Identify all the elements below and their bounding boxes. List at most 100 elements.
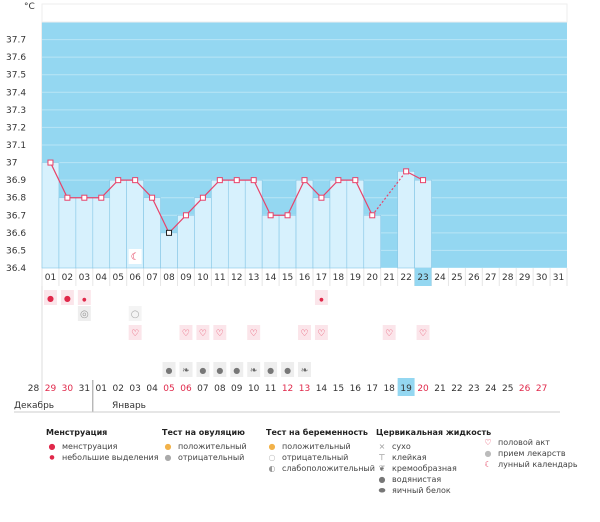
temp-point — [132, 177, 139, 184]
calendar-date-label: 25 — [502, 384, 513, 394]
creamy-icon-cell — [247, 362, 261, 377]
heart-icon-cell — [247, 325, 261, 340]
temp-line-segment — [371, 170, 407, 216]
heart-icon: ♡ — [131, 329, 139, 339]
calendar-date-label: 07 — [197, 384, 208, 394]
creamy-icon: ❦ — [378, 464, 386, 473]
temp-bar — [363, 214, 382, 269]
legend-ovulation: Тест на овуляцию ● положительный ● отрицат… — [162, 428, 247, 463]
calendar-date-label: 09 — [231, 384, 243, 394]
ovulation-positive-icon: ● — [164, 442, 172, 451]
calendar-date-label: 30 — [62, 384, 74, 394]
calendar-date-label: 14 — [316, 384, 328, 394]
temp-line-segment — [253, 179, 272, 216]
calendar-date-label: 29 — [45, 384, 57, 394]
cycle-day-label: 05 — [112, 273, 123, 283]
temp-point — [369, 212, 376, 219]
cycle-day-label: 30 — [536, 273, 548, 283]
plot-top-band — [41, 3, 568, 23]
temp-point — [318, 194, 325, 201]
y-tick-label: 37.6 — [6, 53, 26, 63]
drop-icon: ● — [49, 454, 55, 461]
calendar-date-label: 13 — [299, 384, 310, 394]
heart-icon: ♡ — [199, 329, 207, 339]
fluid-icon: ● — [216, 366, 223, 375]
legend-item: водянистая — [392, 475, 442, 484]
calendar-date-label: 03 — [129, 384, 140, 394]
temp-line-segment — [151, 197, 170, 234]
temp-point — [352, 177, 359, 184]
heart-icon: ♡ — [300, 329, 308, 339]
calendar-date-label: 17 — [367, 384, 378, 394]
cycle-day-label: 02 — [62, 273, 73, 283]
calendar-date-label: 31 — [79, 384, 90, 394]
legend-title: Тест на овуляцию — [162, 428, 245, 437]
heart-icon: ♡ — [216, 329, 224, 339]
y-tick-label: 36.9 — [6, 176, 26, 186]
cycle-day-label: 19 — [350, 273, 362, 283]
calendar-date-label: 22 — [451, 384, 462, 394]
light-discharge-icon: ● — [82, 297, 87, 303]
heart-icon-cell — [213, 325, 227, 340]
cycle-day-label: 16 — [299, 273, 311, 283]
menstruation-icon: ● — [47, 294, 54, 303]
y-tick-label: 36.6 — [6, 229, 26, 239]
y-tick-label: 37.5 — [6, 71, 26, 81]
cycle-day-label: 14 — [265, 273, 277, 283]
fluid-icon: ● — [166, 366, 173, 375]
calendar-date-label: 19 — [400, 384, 412, 394]
menstruation-icon-cell — [60, 290, 74, 305]
legend-title: Цервикальная жидкость — [376, 428, 492, 437]
moon-icon-cell — [128, 249, 142, 264]
sticky-icon: ⊤ — [378, 453, 386, 462]
temp-point — [233, 177, 240, 184]
current-date-highlight — [397, 378, 415, 396]
temp-point — [81, 194, 88, 201]
y-tick-label: 37.3 — [6, 106, 26, 116]
temp-point — [301, 177, 308, 184]
light-discharge-icon: ● — [319, 297, 324, 303]
heart-icon-cell — [179, 325, 193, 340]
cycle-day-label: 04 — [96, 273, 108, 283]
pregnancy-negative-icon: ○ — [268, 453, 276, 462]
heart-icon-cell — [128, 325, 142, 340]
temp-bar — [227, 179, 246, 269]
legend-item: лунный календарь — [498, 460, 578, 469]
heart-icon-cell — [298, 325, 311, 340]
legend-title: Тест на беременность — [266, 428, 368, 437]
legend-item: слабоположительный — [282, 464, 375, 473]
pregnancy-negative-icon-cell — [128, 306, 142, 321]
legend-item: половой акт — [498, 438, 550, 447]
cycle-day-label: 03 — [79, 273, 90, 283]
y-tick-label: 36.4 — [6, 264, 26, 274]
temp-bar — [177, 214, 195, 269]
cycle-day-label: 27 — [485, 273, 496, 283]
heart-icon: ♡ — [419, 329, 427, 339]
temp-bar — [160, 232, 178, 269]
cycle-day-label: 17 — [316, 273, 327, 283]
calendar-date-label: 18 — [383, 384, 395, 394]
cycle-day-label: 25 — [451, 273, 462, 283]
temp-line-segment — [354, 179, 373, 216]
y-tick-label: 37.7 — [6, 36, 26, 46]
legend-cervical: Цервикальная жидкость × сухо ⊤ клейкая ❦ кр… — [376, 428, 491, 496]
legend-item: яичный белок — [392, 486, 451, 495]
legend-item: небольшие выделения — [62, 453, 159, 462]
cycle-day-label: 06 — [129, 273, 141, 283]
temp-bar — [194, 197, 212, 269]
cycle-day-label: 09 — [180, 273, 192, 283]
temp-bar — [278, 214, 297, 269]
fluid-icon: ● — [267, 366, 274, 375]
calendar-date-label: 10 — [248, 384, 260, 394]
dry-icon: × — [378, 442, 386, 451]
creamy-icon: ❧ — [301, 366, 309, 376]
ovulation-negative-icon-cell — [77, 306, 91, 321]
fluid-icon: ● — [199, 366, 206, 375]
calendar-date-label: 15 — [333, 384, 344, 394]
temp-bar — [41, 162, 60, 269]
fluid-icon: ● — [233, 366, 240, 375]
temp-bar — [397, 171, 415, 269]
temp-bar — [143, 197, 161, 269]
fluid-icon-cell — [162, 362, 176, 377]
temp-bar — [92, 197, 111, 269]
